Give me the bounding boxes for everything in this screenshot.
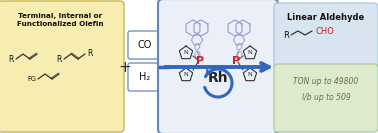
Text: Rh: Rh [208,71,228,85]
FancyBboxPatch shape [158,0,278,133]
Text: R: R [87,49,92,59]
FancyBboxPatch shape [0,1,124,132]
Text: N: N [184,51,188,55]
Text: +: + [119,59,132,74]
Text: O: O [194,51,200,59]
FancyBboxPatch shape [128,31,162,59]
FancyBboxPatch shape [128,63,162,91]
FancyBboxPatch shape [274,3,378,69]
Text: R: R [9,55,14,63]
Text: N: N [184,72,188,78]
Text: R: R [57,55,62,63]
Text: FG: FG [27,76,36,82]
Text: O: O [194,43,200,53]
Text: N: N [248,72,253,78]
Text: R: R [283,30,289,40]
Text: Terminal, Internal or
Functionalized Olefin: Terminal, Internal or Functionalized Ole… [17,13,103,26]
Text: TON up to 49800: TON up to 49800 [293,77,359,86]
Text: O: O [235,51,243,59]
Text: P: P [232,56,240,66]
Text: N: N [248,51,253,55]
Text: l/b up to 509: l/b up to 509 [302,93,350,102]
Text: CHO: CHO [315,26,334,36]
Text: CO: CO [138,40,152,50]
Text: P: P [196,56,204,66]
FancyBboxPatch shape [274,64,378,132]
Text: Linear Aldehyde: Linear Aldehyde [287,13,365,22]
Text: H₂: H₂ [139,72,150,82]
Text: O: O [236,43,242,53]
